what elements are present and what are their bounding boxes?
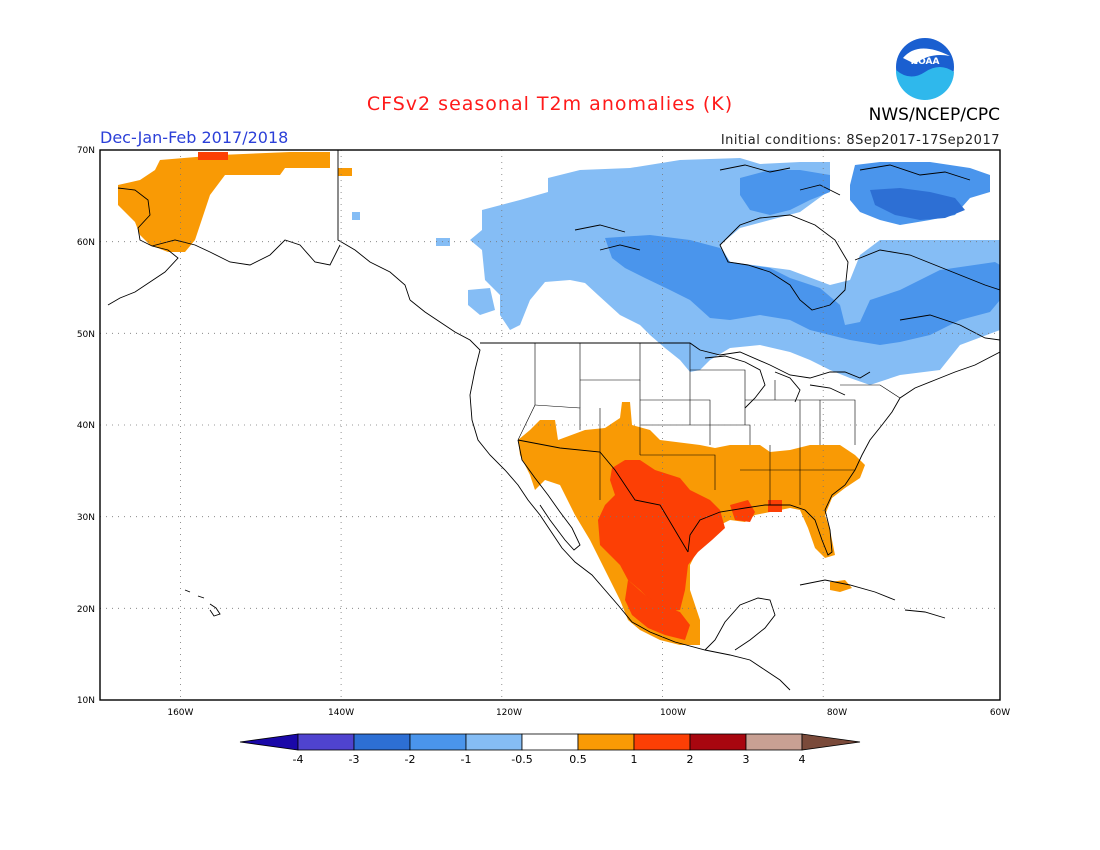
- lat-ticks: 70N 60N 50N 40N 30N 20N 10N: [77, 146, 95, 706]
- lat-tick-label: 10N: [77, 696, 95, 706]
- state-borders: [517, 343, 901, 505]
- anomaly-greenland-coldest: [870, 188, 965, 220]
- colorbar-tick-label: 0.5: [569, 753, 587, 766]
- logo-text: NOAA: [911, 57, 940, 67]
- anomaly-cool-spot-2: [352, 212, 360, 220]
- anomaly-alaska-spot: [338, 168, 352, 176]
- lon-tick-label: 140W: [328, 708, 354, 718]
- colorbar-tick-label: -2: [405, 753, 416, 766]
- anomaly-alaska-hot: [198, 152, 228, 160]
- season-label: Dec-Jan-Feb 2017/2018: [100, 128, 288, 147]
- colorbar-segment: [745, 733, 803, 751]
- colorbar-segment: [521, 733, 579, 751]
- colorbar-arrow-low: [239, 733, 299, 751]
- map-panel: 70N 60N 50N 40N 30N 20N 10N 160W 140W 12…: [77, 146, 1010, 718]
- lat-tick-label: 50N: [77, 330, 95, 340]
- anomaly-cuba-warm: [830, 580, 852, 592]
- lat-tick-label: 60N: [77, 238, 95, 248]
- colorbar-tick-label: -0.5: [511, 753, 532, 766]
- lat-tick-label: 40N: [77, 421, 95, 431]
- lon-ticks: 160W 140W 120W 100W 80W 60W: [167, 708, 1010, 718]
- lon-tick-label: 60W: [990, 708, 1010, 718]
- colorbar-segment: [577, 733, 635, 751]
- anomaly-gulf-hot-2: [768, 500, 782, 512]
- colorbar-segment: [689, 733, 747, 751]
- anomaly-bc-cool: [468, 288, 495, 315]
- lat-tick-label: 70N: [77, 146, 95, 156]
- anomaly-canada-cold-north: [740, 170, 830, 215]
- map-title: CFSv2 seasonal T2m anomalies (K): [367, 93, 733, 115]
- colorbar-tick-label: 4: [799, 753, 806, 766]
- lon-tick-label: 100W: [660, 708, 686, 718]
- anomaly-alaska-warm: [118, 152, 330, 252]
- lon-tick-label: 120W: [496, 708, 522, 718]
- colorbar-segment: [353, 733, 411, 751]
- colorbar-tick-label: -4: [293, 753, 304, 766]
- colorbar-segment: [409, 733, 467, 751]
- org-label: NWS/NCEP/CPC: [869, 105, 1000, 125]
- colorbar-arrow-high: [801, 733, 861, 751]
- colorbar-tick-label: -1: [461, 753, 472, 766]
- init-conditions-label: Initial conditions: 8Sep2017-17Sep2017: [721, 133, 1000, 148]
- lon-tick-label: 80W: [827, 708, 847, 718]
- coastlines: [107, 150, 1000, 691]
- graticule: [100, 150, 1000, 700]
- lat-tick-label: 30N: [77, 513, 95, 523]
- colorbar: -4 -3 -2 -1 -0.5 0.5 1 2 3 4: [239, 733, 861, 766]
- colorbar-segment: [465, 733, 523, 751]
- anomaly-canada-cold: [605, 235, 1000, 345]
- colorbar-tick-label: -3: [349, 753, 360, 766]
- colorbar-tick-label: 1: [631, 753, 638, 766]
- lon-tick-label: 160W: [167, 708, 193, 718]
- anomaly-mexico-hot: [625, 580, 690, 640]
- map-frame: [99, 149, 1001, 701]
- colorbar-tick-label: 3: [743, 753, 750, 766]
- colorbar-tick-label: 2: [687, 753, 694, 766]
- colorbar-segment: [633, 733, 691, 751]
- anomaly-layer: [118, 152, 1000, 645]
- colorbar-segment: [297, 733, 355, 751]
- anomaly-south-us-hot: [598, 460, 725, 612]
- lat-tick-label: 20N: [77, 605, 95, 615]
- noaa-logo: NOAA: [895, 38, 954, 100]
